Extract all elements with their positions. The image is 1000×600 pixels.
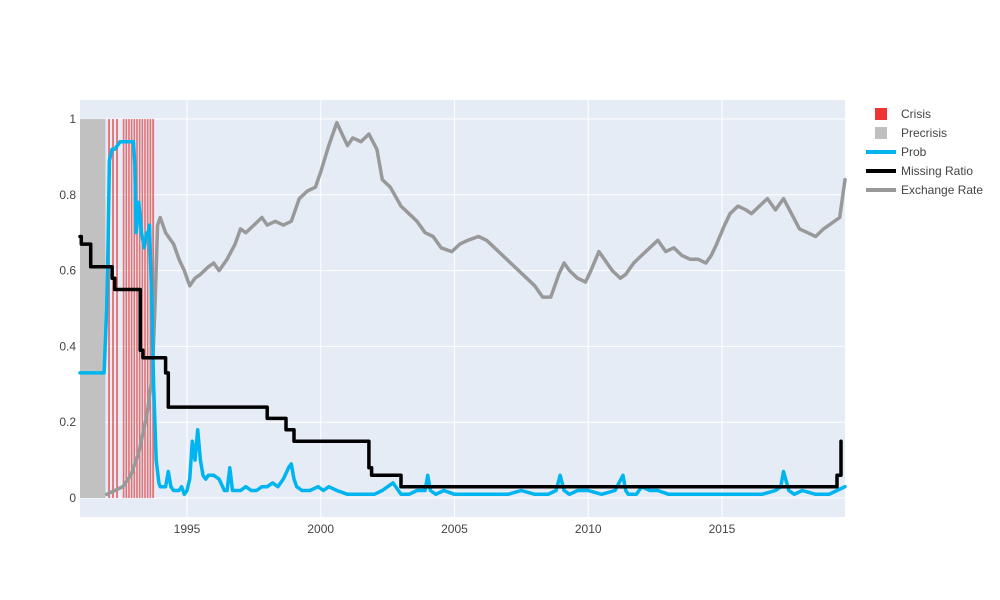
legend[interactable]: Crisis Precrisis Prob Missing Ratio Exchange… <box>866 107 983 197</box>
legend-label: Prob <box>901 145 927 159</box>
crisis-band <box>116 118 118 499</box>
y-tick-label: 0 <box>69 491 76 505</box>
crisis-band <box>125 118 128 499</box>
precrisis-band <box>80 118 106 499</box>
legend-label: Crisis <box>901 107 931 121</box>
y-tick-label: 1 <box>69 112 76 126</box>
legend-item-precrisis[interactable]: Precrisis <box>875 126 947 140</box>
x-tick-label: 2010 <box>575 522 602 536</box>
legend-label: Missing Ratio <box>901 164 973 178</box>
y-tick-label: 0.6 <box>59 264 76 278</box>
crisis-band <box>133 118 136 499</box>
legend-item-crisis[interactable]: Crisis <box>875 107 931 121</box>
legend-item-exchange-rate[interactable]: Exchange Rate <box>866 183 983 197</box>
crisis-band <box>130 118 133 499</box>
crisis-band <box>112 118 114 499</box>
y-tick-label: 0.2 <box>59 415 76 429</box>
legend-item-missing-ratio[interactable]: Missing Ratio <box>866 164 973 178</box>
crisis-band <box>141 118 144 499</box>
crisis-band <box>128 118 130 499</box>
series-line-prob <box>78 139 847 497</box>
crisis-band <box>136 118 138 499</box>
x-axis-tick-labels: 1995 2000 2005 2010 2015 <box>174 522 736 536</box>
legend-swatch <box>875 127 887 139</box>
crisis-band <box>108 118 110 499</box>
x-tick-label: 1995 <box>174 522 201 536</box>
crisis-band <box>122 118 125 499</box>
series-lines <box>78 120 847 497</box>
y-axis-tick-labels: 0 0.2 0.4 0.6 0.8 1 <box>59 112 76 505</box>
plot-background <box>80 100 845 517</box>
series-line-exchange-rate <box>104 120 847 497</box>
series-line-missing-ratio <box>78 234 843 489</box>
crisis-band <box>146 118 149 499</box>
legend-label: Exchange Rate <box>901 183 983 197</box>
crisis-band <box>144 118 146 499</box>
legend-swatch <box>875 108 887 120</box>
legend-label: Precrisis <box>901 126 947 140</box>
legend-item-prob[interactable]: Prob <box>866 145 927 159</box>
y-tick-label: 0.4 <box>59 339 76 353</box>
x-tick-label: 2015 <box>709 522 736 536</box>
y-tick-label: 0.8 <box>59 188 76 202</box>
x-tick-label: 2005 <box>441 522 468 536</box>
x-tick-label: 2000 <box>307 522 334 536</box>
